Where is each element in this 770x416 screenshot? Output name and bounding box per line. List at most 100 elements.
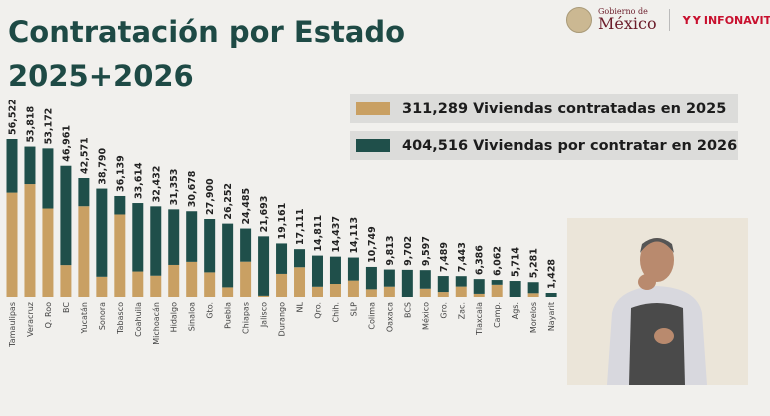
bar-2025-9 xyxy=(168,264,180,297)
infonavit-people-icon: ʏʏ xyxy=(681,12,702,28)
bar-2025-18 xyxy=(329,284,341,297)
bar-2025-20 xyxy=(365,289,377,297)
category-label: México xyxy=(420,302,430,330)
bar-2025-3 xyxy=(60,265,72,297)
total-label: 31,353 xyxy=(169,169,180,206)
bar-2026-19 xyxy=(347,257,359,281)
bar-2025-11 xyxy=(204,272,216,297)
bar-2025-27 xyxy=(491,284,503,297)
total-label: 36,139 xyxy=(115,155,126,192)
bar-2026-13 xyxy=(240,228,252,262)
category-label: Hidalgo xyxy=(170,302,179,333)
category-label: Durango xyxy=(278,302,287,337)
category-label: Ags. xyxy=(511,302,520,319)
bar-2025-2 xyxy=(42,208,54,297)
category-label: Tabasco xyxy=(116,302,125,335)
legend-label-2026: 404,516 Viviendas por contratar en 2026 xyxy=(402,137,738,154)
category-label: Puebla xyxy=(224,302,233,329)
total-label: 21,693 xyxy=(259,196,270,233)
mexico-seal-icon xyxy=(566,7,592,33)
category-label: BC xyxy=(62,302,71,313)
total-label: 6,062 xyxy=(493,246,504,276)
bar-2025-15 xyxy=(276,273,288,297)
category-label: Sinaloa xyxy=(188,302,197,331)
category-label: Coahuila xyxy=(134,302,143,337)
category-label: SLP xyxy=(349,302,358,317)
bar-2026-25 xyxy=(455,276,467,287)
bar-2026-27 xyxy=(491,280,503,285)
bar-2025-5 xyxy=(96,276,108,297)
total-label: 42,571 xyxy=(79,137,90,174)
bar-2025-25 xyxy=(455,286,467,297)
total-label: 26,252 xyxy=(223,183,234,220)
legend-2025: 311,289 Viviendas contratadas en 2025 xyxy=(350,94,738,123)
bar-2025-12 xyxy=(222,287,234,297)
gobierno-de-mexico-logo: Gobierno de México xyxy=(598,7,657,33)
category-label: NL xyxy=(296,301,305,312)
bar-2026-11 xyxy=(204,219,216,273)
bar-2026-16 xyxy=(294,249,306,268)
category-label: Oaxaca xyxy=(385,302,394,332)
bar-2026-28 xyxy=(509,281,521,297)
category-label: Q. Roo xyxy=(44,302,53,328)
bar-2026-29 xyxy=(527,282,539,294)
category-label: Zac. xyxy=(457,302,466,319)
total-label: 27,900 xyxy=(205,178,216,215)
category-label: Nayarit xyxy=(547,302,556,331)
bar-2025-7 xyxy=(132,271,144,297)
logo-divider xyxy=(668,9,670,31)
bar-2025-26 xyxy=(473,293,485,297)
total-label: 7,489 xyxy=(439,242,450,272)
category-label: Michoacán xyxy=(152,302,161,345)
category-label: Morelos xyxy=(529,302,538,333)
category-label: BCS xyxy=(403,302,412,318)
bar-2025-4 xyxy=(78,206,90,297)
total-label: 14,437 xyxy=(331,216,342,253)
total-label: 6,386 xyxy=(475,245,486,275)
category-label: Gto. xyxy=(206,302,215,319)
category-label: Chih. xyxy=(331,302,340,323)
category-label: Tamaulipas xyxy=(8,302,17,348)
legend-2026: 404,516 Viviendas por contratar en 2026 xyxy=(350,131,738,160)
total-label: 33,614 xyxy=(133,162,144,199)
bar-2025-8 xyxy=(150,275,162,297)
category-label: Chiapas xyxy=(242,302,251,334)
category-label: Colima xyxy=(367,302,376,330)
bar-2026-8 xyxy=(150,206,162,276)
category-label: Tlaxcala xyxy=(475,302,484,336)
bar-2025-1 xyxy=(24,184,36,297)
total-label: 56,522 xyxy=(8,100,19,135)
legend-label-2025: 311,289 Viviendas contratadas en 2025 xyxy=(402,100,727,117)
total-label: 9,813 xyxy=(385,236,396,266)
bar-2025-23 xyxy=(419,288,431,297)
bar-2026-7 xyxy=(132,203,144,272)
bar-2026-5 xyxy=(96,188,108,277)
total-label: 17,111 xyxy=(295,208,306,245)
infonavit-logo: ʏʏ INFONAVIT xyxy=(681,12,770,28)
total-label: 14,113 xyxy=(349,217,360,254)
bar-2025-10 xyxy=(186,261,198,297)
total-label: 30,678 xyxy=(187,170,198,207)
bar-2025-6 xyxy=(114,214,126,297)
total-label: 53,172 xyxy=(43,108,54,145)
title-line-1: Contratación por Estado xyxy=(8,15,406,49)
category-label: Jalisco xyxy=(260,302,269,328)
total-label: 1,428 xyxy=(547,259,558,289)
bar-2026-3 xyxy=(60,165,72,266)
bar-2025-17 xyxy=(311,286,323,297)
bar-2026-24 xyxy=(437,276,449,293)
stacked-bar-chart: 56,522 Tamaulipas 53,818 Veracruz 53,172 Q. R… xyxy=(6,100,558,348)
category-label: Qro. xyxy=(313,302,322,319)
bar-2026-2 xyxy=(42,148,54,209)
bar-2025-19 xyxy=(347,280,359,297)
total-label: 53,818 xyxy=(25,106,36,143)
bar-2026-1 xyxy=(24,146,36,185)
bar-2026-17 xyxy=(311,255,323,287)
bar-2026-26 xyxy=(473,279,485,294)
bar-2025-0 xyxy=(6,192,18,297)
total-label: 9,702 xyxy=(403,236,414,266)
total-label: 5,714 xyxy=(511,247,522,277)
bar-2026-9 xyxy=(168,209,180,265)
title-line-2: 2025+2026 xyxy=(8,59,194,93)
bar-2026-6 xyxy=(114,195,126,215)
